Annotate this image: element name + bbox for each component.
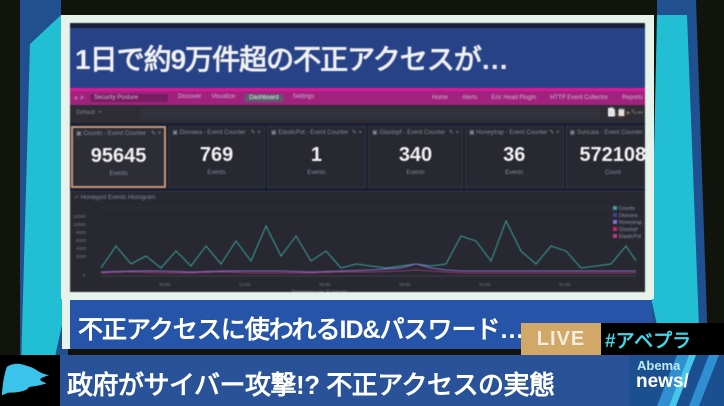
svg-text:01:00: 01:00	[559, 282, 571, 287]
svg-text:12000: 12000	[73, 214, 86, 219]
svg-text:13:00: 13:00	[239, 282, 251, 287]
svg-text:2000: 2000	[76, 254, 87, 259]
svg-text:4000: 4000	[76, 246, 87, 251]
svg-text:10:00: 10:00	[159, 282, 171, 287]
svg-text:22:00: 22:00	[479, 282, 491, 287]
svg-text:8000: 8000	[76, 230, 87, 235]
svg-text:16:00: 16:00	[319, 282, 331, 287]
svg-text:10000: 10000	[73, 222, 86, 227]
svg-text:@timestamp per 30 minutes: @timestamp per 30 minutes	[291, 289, 348, 292]
svg-text:0: 0	[83, 273, 86, 278]
svg-text:19:00: 19:00	[399, 282, 411, 287]
svg-text:6000: 6000	[76, 238, 87, 243]
